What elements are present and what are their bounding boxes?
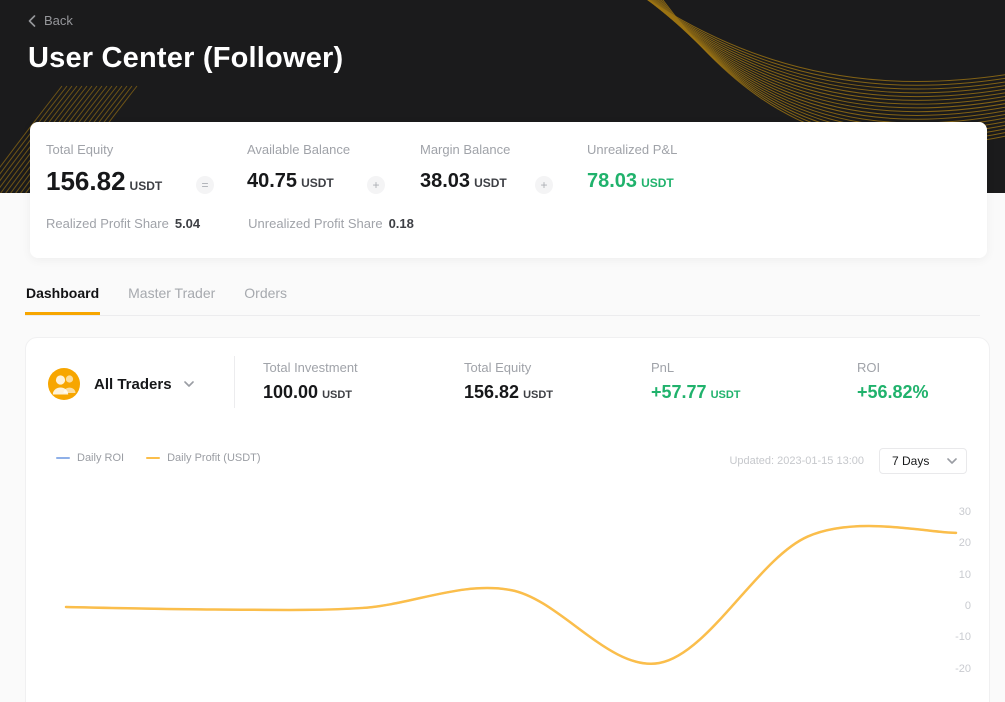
total-equity-value-dash: 156.82 USDT [464,382,554,402]
available-balance-stat: Available Balance 40.75 USDT [247,142,367,193]
y-axis-tick: 0 [964,600,971,612]
chevron-down-icon [183,381,194,387]
plus-icon: + [367,176,385,194]
tab-master-trader[interactable]: Master Trader [128,285,216,301]
updated-timestamp: Updated: 2023-01-15 13:00 [729,455,864,467]
unrealized-profit-share: Unrealized Profit Share 0.18 [248,216,414,231]
tab-orders[interactable]: Orders [244,285,288,301]
dashboard-card: All Traders Total Investment 100.00 USDT … [25,337,990,702]
total-equity-stat: Total Equity 156.82 USDT [46,142,196,197]
y-axis-tick: 30 [958,506,971,519]
chart-line-daily-profit-usdt- [64,524,958,665]
unrealized-pnl-label: Unrealized P&L [587,142,678,157]
equals-icon: = [196,176,214,194]
page-title: User Center (Follower) [28,42,344,74]
available-balance-value: 40.75 USDT [247,170,334,192]
daily-profit-dash-icon [146,457,161,459]
chart-legend: Daily ROI Daily Profit (USDT) [56,452,261,464]
daily-roi-dash-icon [56,457,70,459]
y-axis-tick: -10 [955,631,971,644]
realized-profit-share: Realized Profit Share 5.04 [46,216,201,231]
total-equity-stat-dash: Total Equity 156.82 USDT [464,360,651,403]
range-select-value: 7 Days [892,454,930,468]
chart-line-daily-roi [65,525,957,665]
chevron-down-icon [947,458,957,464]
margin-balance-label: Margin Balance [420,142,511,157]
roi-value: +56.82% [857,382,929,402]
total-investment-stat: Total Investment 100.00 USDT [263,360,464,403]
legend-item-daily-profit[interactable]: Daily Profit (USDT) [146,452,261,464]
back-label: Back [44,13,73,28]
margin-balance-value: 38.03 USDT [420,170,507,192]
total-equity-value: 156.82 USDT [46,166,163,196]
legend-item-daily-roi[interactable]: Daily ROI [56,452,124,464]
line-chart: 30 20 10 0 -10 -20 [26,491,991,702]
pnl-stat: PnL +57.77 USDT [651,360,857,403]
tab-bar: Dashboard Master Trader Orders [25,285,980,316]
plus-icon: + [535,176,553,194]
vertical-divider [234,356,235,408]
y-axis-tick: -20 [955,662,971,675]
tab-dashboard[interactable]: Dashboard [25,285,101,315]
unrealized-pnl-value: 78.03 USDT [587,170,674,192]
traders-avatar-icon [48,368,80,400]
trader-selector[interactable]: All Traders [48,368,194,400]
y-axis-tick: 10 [958,568,971,581]
chevron-left-icon [28,14,36,27]
total-investment-value: 100.00 USDT [263,382,353,402]
y-axis-tick: 20 [958,537,971,550]
margin-balance-stat: Margin Balance 38.03 USDT [420,142,535,193]
pnl-value: +57.77 USDT [651,382,741,402]
range-select[interactable]: 7 Days [879,448,967,474]
back-button[interactable]: Back [28,13,73,28]
available-balance-label: Available Balance [247,142,351,157]
trader-selector-label: All Traders [94,375,172,393]
equity-summary-card: Total Equity 156.82 USDT = Available Bala… [30,122,987,258]
unrealized-pnl-stat: Unrealized P&L 78.03 USDT [587,142,677,193]
roi-stat: ROI +56.82% [857,360,977,403]
total-equity-label: Total Equity [46,142,114,157]
chart-canvas [64,524,958,665]
